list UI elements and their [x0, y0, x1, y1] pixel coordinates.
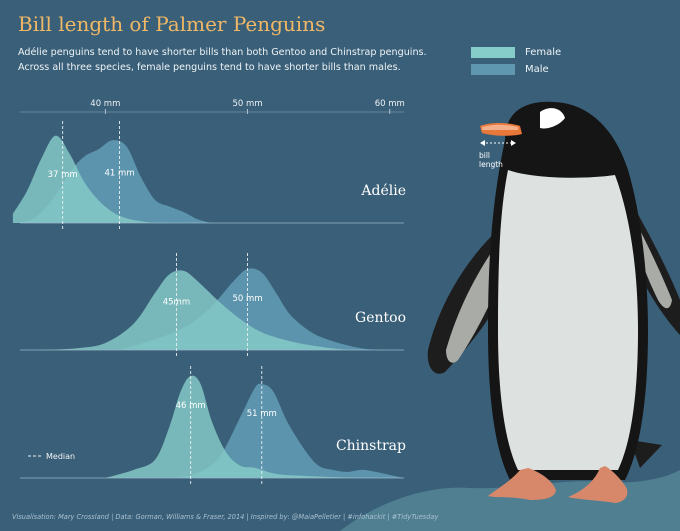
median-label-male-0: 41 mm [105, 168, 135, 178]
tail [630, 440, 662, 468]
penguin-illustration [340, 101, 680, 531]
left-flipper [427, 228, 500, 374]
legend-label-female: Female [525, 47, 562, 58]
legend-swatch-female [471, 47, 515, 58]
x-tick-label-0: 40 mm [90, 99, 120, 109]
page-subtitle: Adélie penguins tend to have shorter bil… [18, 47, 427, 73]
bill-length-label-1: length [479, 160, 503, 169]
page-title: Bill length of Palmer Penguins [18, 12, 326, 36]
legend-item-female: Female [471, 44, 561, 61]
panel-chinstrap: 46 mm 51 mm Chinstrap [20, 366, 406, 484]
species-label-1: Gentoo [355, 310, 406, 326]
legend-item-male: Male [471, 61, 561, 78]
median-label-male-2: 51 mm [247, 409, 277, 419]
median-label-female-1: 45mm [163, 298, 190, 308]
density-female-0 [12, 135, 184, 224]
footer-credits: Visualisation: Mary Crossland | Data: Go… [12, 513, 439, 521]
species-label-2: Chinstrap [336, 438, 406, 454]
bill-length-label-0: bill [479, 151, 490, 160]
legend-swatch-male [471, 64, 515, 75]
median-label-male-1: 50 mm [233, 294, 263, 304]
x-tick-label-1: 50 mm [233, 99, 263, 109]
median-label-female-2: 46 mm [176, 401, 206, 411]
legend: Female Male [471, 44, 561, 78]
panel-gentoo: 45mm 50 mm Gentoo [20, 252, 406, 356]
density-male-2 [176, 383, 404, 478]
density-female-1 [41, 270, 348, 350]
panel-adlie: 37 mm 41 mm Adélie [12, 121, 406, 229]
species-label-0: Adélie [360, 183, 406, 199]
median-legend-label: Median [46, 452, 75, 461]
legend-label-male: Male [525, 64, 549, 75]
right-foot [568, 466, 628, 503]
penguin-belly [498, 170, 638, 470]
left-foot [488, 468, 556, 500]
median-label-female-0: 37 mm [48, 170, 78, 180]
x-tick-label-2: 60 mm [375, 99, 405, 109]
eye-patch [540, 108, 565, 129]
density-female-2 [105, 375, 362, 478]
density-plot: 40 mm 50 mm 60 mm 37 mm 41 mm Adélie 45mm 50 mm… [12, 99, 503, 484]
